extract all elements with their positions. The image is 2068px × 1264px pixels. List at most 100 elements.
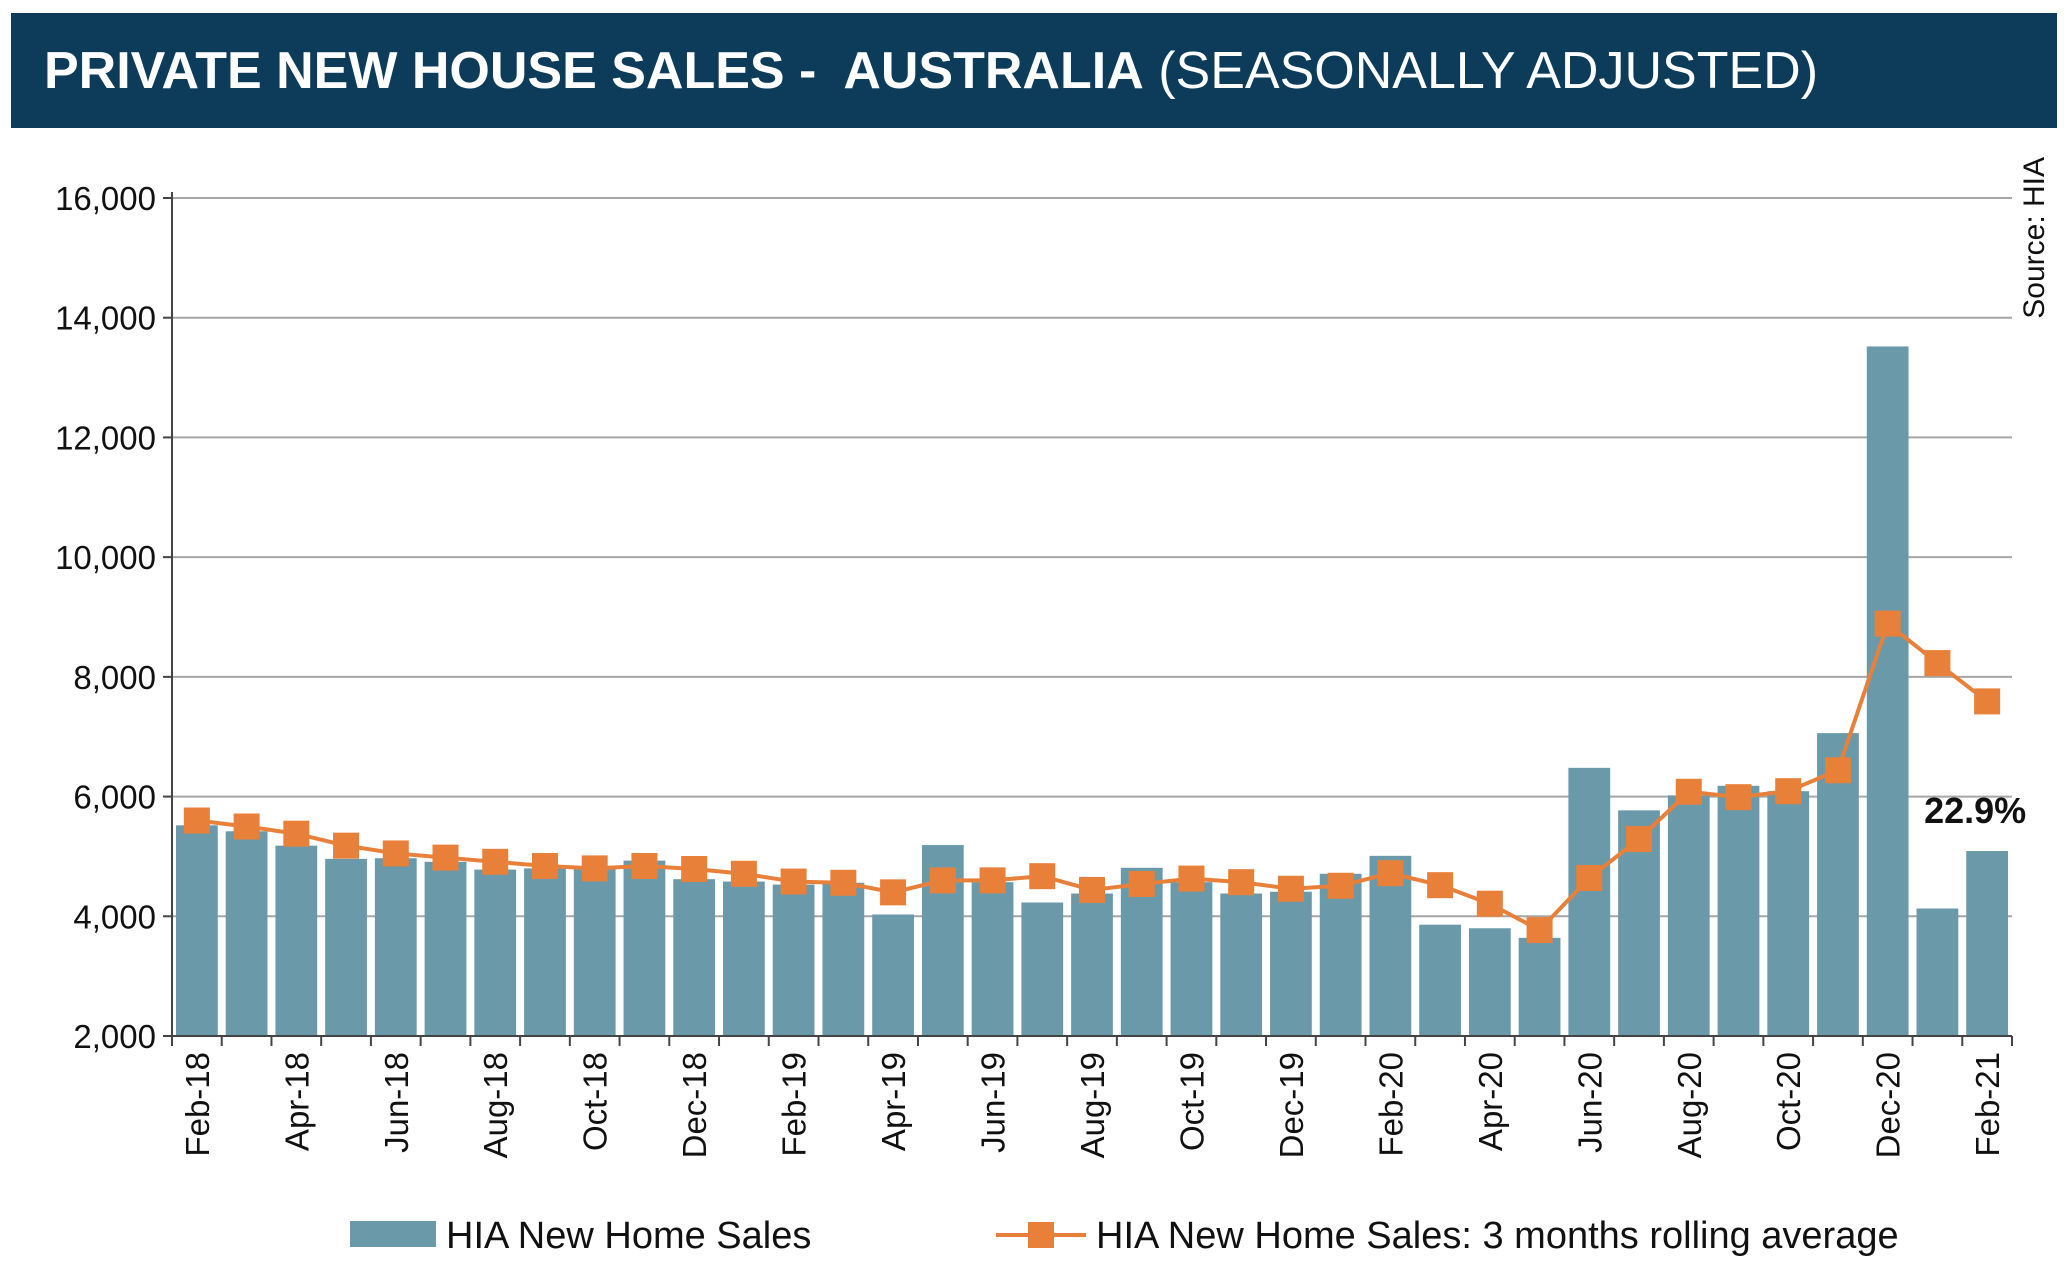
bar bbox=[673, 879, 716, 1036]
bar bbox=[1419, 924, 1461, 1036]
rolling-average-marker bbox=[681, 855, 708, 882]
bar bbox=[1319, 873, 1362, 1036]
bar bbox=[1866, 346, 1909, 1037]
y-tick-label: 14,000 bbox=[55, 300, 156, 337]
bar bbox=[424, 861, 467, 1036]
rolling-average-marker bbox=[1327, 872, 1354, 899]
x-tick-label: Jun-20 bbox=[1571, 1052, 1608, 1153]
x-tick-label: Apr-19 bbox=[875, 1052, 912, 1151]
rolling-average-marker bbox=[1228, 869, 1255, 896]
x-tick-label: Dec-18 bbox=[676, 1052, 713, 1158]
rolling-average-marker bbox=[1824, 757, 1851, 784]
legend-bar-label: HIA New Home Sales bbox=[446, 1215, 811, 1257]
rolling-average-marker bbox=[979, 867, 1006, 894]
rolling-average-marker bbox=[1277, 875, 1304, 902]
bar bbox=[1817, 733, 1859, 1036]
rolling-average-marker bbox=[1775, 778, 1802, 805]
rolling-average-marker bbox=[283, 820, 310, 847]
rolling-average-marker bbox=[1128, 870, 1155, 897]
bar bbox=[275, 845, 318, 1036]
rolling-average-marker bbox=[1079, 876, 1105, 903]
x-tick-label: Dec-19 bbox=[1273, 1052, 1310, 1158]
bar bbox=[772, 884, 815, 1036]
bar bbox=[325, 858, 367, 1036]
source-label: Source: HIA bbox=[2018, 157, 2051, 319]
chart-title-sub: (SEASONALLY ADJUSTED) bbox=[1158, 41, 1819, 100]
bar bbox=[723, 881, 765, 1036]
rolling-average-marker bbox=[1029, 863, 1056, 890]
bar bbox=[175, 825, 218, 1036]
rolling-average-marker bbox=[581, 855, 608, 882]
bar bbox=[474, 869, 517, 1036]
bar bbox=[1071, 893, 1113, 1036]
y-tick-label: 8,000 bbox=[73, 659, 156, 696]
x-tick-label: Jun-18 bbox=[378, 1052, 415, 1153]
x-tick-label: Aug-20 bbox=[1671, 1052, 1708, 1158]
bar bbox=[1270, 891, 1312, 1036]
bar bbox=[623, 860, 666, 1036]
rolling-average-marker bbox=[1974, 688, 2001, 715]
x-tick-label: Feb-20 bbox=[1372, 1052, 1409, 1157]
legend-bar-swatch bbox=[350, 1221, 436, 1247]
rolling-average-marker bbox=[1725, 784, 1752, 811]
bar bbox=[1717, 785, 1760, 1036]
y-axis-ticks: 2,000 4,000 6,000 8,000 10,000 12,000 14,000 16… bbox=[55, 180, 172, 1055]
rolling-average-marker bbox=[432, 844, 459, 871]
bar bbox=[1468, 928, 1511, 1036]
rolling-average-marker bbox=[333, 832, 360, 859]
title-banner: PRIVATE NEW HOUSE SALES - AUSTRALIA (SEA… bbox=[11, 13, 2057, 128]
x-tick-label: Oct-19 bbox=[1173, 1052, 1210, 1151]
rolling-average-marker bbox=[382, 840, 409, 867]
rolling-average-marker bbox=[1377, 860, 1404, 887]
bar bbox=[1667, 795, 1710, 1036]
legend-item-line: HIA New Home Sales: 3 months rolling ave… bbox=[996, 1215, 1899, 1257]
rolling-average-marker bbox=[1427, 872, 1454, 899]
rolling-average-marker bbox=[830, 869, 857, 896]
bar bbox=[1916, 908, 1959, 1036]
rolling-average-marker bbox=[631, 853, 658, 880]
legend-line-label: HIA New Home Sales: 3 months rolling ave… bbox=[1096, 1215, 1899, 1257]
x-axis-ticks: Feb-18 Apr-18 Jun-18 Aug-18 Oct-18 Dec-18 Feb-… bbox=[171, 1036, 2013, 1158]
rolling-average-series bbox=[183, 610, 2001, 944]
bar bbox=[1966, 851, 2009, 1036]
bar bbox=[1518, 937, 1561, 1036]
axes bbox=[171, 192, 2012, 1037]
change-annotation: 22.9% bbox=[1924, 790, 2026, 831]
rolling-average-marker bbox=[1626, 826, 1653, 853]
x-tick-label: Feb-19 bbox=[776, 1052, 813, 1157]
x-tick-label: Aug-19 bbox=[1074, 1052, 1111, 1158]
x-tick-label: Oct-20 bbox=[1770, 1052, 1807, 1151]
rolling-average-marker bbox=[482, 848, 509, 875]
bar bbox=[1170, 882, 1213, 1036]
rolling-average-marker bbox=[183, 807, 210, 834]
rolling-average-marker bbox=[1675, 778, 1702, 805]
bar bbox=[1767, 791, 1810, 1036]
x-tick-label: Oct-18 bbox=[577, 1052, 614, 1151]
rolling-average-marker bbox=[730, 860, 757, 887]
y-tick-label: 4,000 bbox=[73, 898, 156, 935]
y-tick-label: 10,000 bbox=[55, 539, 156, 576]
bar bbox=[971, 882, 1014, 1036]
rolling-average-marker bbox=[880, 879, 907, 906]
bar bbox=[524, 868, 566, 1036]
x-tick-label: Jun-19 bbox=[975, 1052, 1012, 1153]
y-tick-label: 6,000 bbox=[73, 779, 156, 816]
y-tick-label: 16,000 bbox=[55, 180, 156, 217]
chart-title-main: PRIVATE NEW HOUSE SALES - AUSTRALIA bbox=[44, 41, 1144, 100]
legend-item-bars: HIA New Home Sales bbox=[350, 1215, 811, 1257]
x-tick-label: Apr-18 bbox=[278, 1052, 315, 1151]
x-tick-label: Aug-18 bbox=[477, 1052, 514, 1158]
bar-series bbox=[175, 346, 2009, 1037]
rolling-average-marker bbox=[1476, 890, 1503, 917]
bar bbox=[225, 831, 268, 1036]
rolling-average-marker bbox=[780, 868, 807, 895]
rolling-average-marker bbox=[1924, 650, 1951, 677]
chart-title: PRIVATE NEW HOUSE SALES - AUSTRALIA (SEA… bbox=[44, 41, 1818, 101]
x-tick-label: Dec-20 bbox=[1870, 1052, 1907, 1158]
rolling-average-marker bbox=[1178, 865, 1205, 892]
legend: HIA New Home Sales HIA New Home Sales: 3… bbox=[350, 1215, 1899, 1257]
x-tick-label: Feb-18 bbox=[179, 1052, 216, 1157]
x-tick-label: Feb-21 bbox=[1969, 1052, 2006, 1157]
rolling-average-marker bbox=[1874, 610, 1901, 637]
